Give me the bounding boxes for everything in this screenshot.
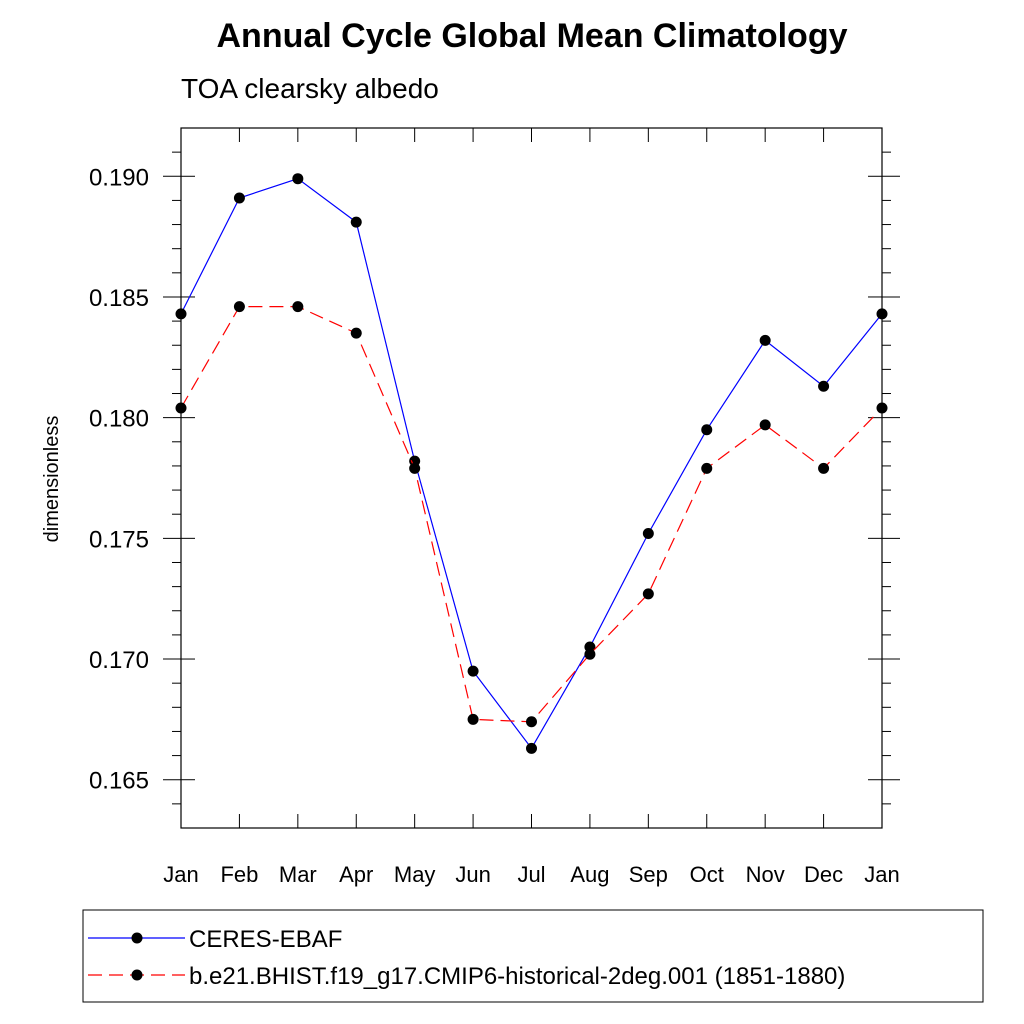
y-tick-labels: 0.165 0.170 0.175 0.180 0.185 0.190	[89, 164, 149, 794]
chart-subtitle: TOA clearsky albedo	[181, 73, 439, 104]
data-point	[467, 665, 479, 677]
x-tick-label: Apr	[339, 862, 373, 887]
data-point	[642, 588, 654, 600]
data-point	[350, 216, 362, 228]
x-tick-label: Jan	[864, 862, 899, 887]
legend-marker	[131, 969, 143, 981]
x-tick-label: Mar	[279, 862, 317, 887]
series-group	[175, 173, 888, 754]
data-point	[701, 462, 713, 474]
data-point	[759, 334, 771, 346]
data-point	[409, 462, 421, 474]
data-point	[584, 648, 596, 660]
legend-marker	[131, 932, 143, 944]
x-tick-label: Aug	[570, 862, 609, 887]
y-axis-label: dimensionless	[41, 416, 63, 543]
x-tick-label: Jan	[163, 862, 198, 887]
data-point	[467, 713, 479, 725]
data-point	[701, 424, 713, 436]
data-point	[292, 301, 304, 313]
data-point	[876, 402, 888, 414]
series-1	[175, 173, 888, 754]
chart-title: Annual Cycle Global Mean Climatology	[217, 17, 848, 55]
legend-box	[82, 909, 984, 1003]
series-line	[180, 306, 883, 723]
data-point	[175, 308, 187, 320]
x-tick-label: Jul	[517, 862, 545, 887]
x-tick-label: Jun	[455, 862, 490, 887]
data-point	[759, 419, 771, 431]
data-point	[233, 301, 245, 313]
y-tick-label: 0.190	[89, 164, 149, 191]
legend-entry-label: CERES-EBAF	[189, 926, 342, 953]
x-tick-label: Oct	[690, 862, 724, 887]
legend: CERES-EBAF b.e21.BHIST.f19_g17.CMIP6-hist…	[88, 926, 845, 990]
y-tick-label: 0.165	[89, 768, 149, 795]
axis-ticks	[163, 128, 900, 828]
x-tick-label: Nov	[746, 862, 785, 887]
x-tick-label: Feb	[220, 862, 258, 887]
y-tick-label: 0.185	[89, 285, 149, 312]
data-point	[526, 716, 537, 728]
x-tick-label: May	[394, 862, 436, 887]
data-point	[642, 528, 654, 540]
data-point	[292, 173, 304, 185]
x-tick-label: Dec	[804, 862, 843, 887]
data-point	[876, 308, 888, 320]
y-tick-label: 0.175	[89, 526, 149, 553]
x-tick-labels: Jan Feb Mar Apr May Jun Jul Aug Sep Oct Nov Dec Jan	[163, 862, 899, 887]
data-point	[526, 742, 537, 754]
data-point	[818, 462, 830, 474]
data-point	[175, 402, 187, 414]
data-point	[233, 192, 245, 204]
series-line	[180, 178, 883, 750]
legend-entry-label: b.e21.BHIST.f19_g17.CMIP6-historical-2de…	[189, 963, 845, 990]
data-point	[350, 327, 362, 339]
series-2	[175, 301, 888, 728]
data-point	[818, 380, 830, 392]
y-tick-label: 0.180	[89, 406, 149, 433]
x-tick-label: Sep	[629, 862, 668, 887]
y-tick-label: 0.170	[89, 647, 149, 674]
